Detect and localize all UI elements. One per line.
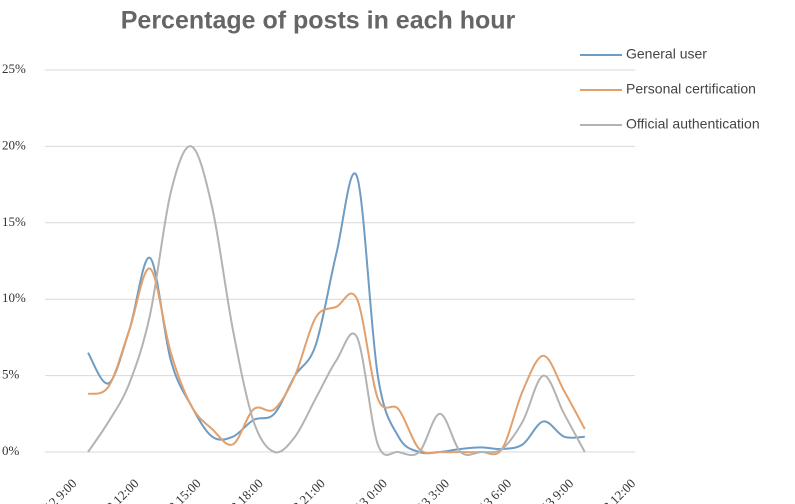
x-tick-label: 8.13 12:00 (588, 476, 638, 504)
y-tick-label: 5% (2, 367, 20, 382)
y-tick-label: 0% (2, 443, 20, 458)
x-tick-label: 8.13 6:00 (469, 476, 514, 504)
x-tick-label: 8.12 12:00 (92, 476, 142, 504)
y-tick-label: 10% (2, 290, 26, 305)
series-line (87, 145, 586, 457)
legend-label: Personal certification (626, 81, 756, 97)
series-line (87, 172, 585, 455)
legend-label: Official authentication (626, 116, 760, 132)
x-tick-label: 8.12 18:00 (216, 476, 266, 504)
x-tick-label: 8.13 0:00 (345, 476, 390, 504)
x-tick-label: 8.13 3:00 (407, 476, 452, 504)
x-tick-label: 8.12 9:00 (34, 476, 79, 504)
y-tick-label: 25% (2, 61, 26, 76)
x-tick-label: 8.12 21:00 (278, 476, 328, 504)
legend-label: General user (626, 46, 707, 62)
chart-title: Percentage of posts in each hour (121, 7, 516, 35)
y-tick-label: 15% (2, 214, 26, 229)
x-tick-label: 8.13 9:00 (531, 476, 576, 504)
y-tick-label: 20% (2, 137, 26, 152)
x-tick-label: 8.12 15:00 (154, 476, 204, 504)
